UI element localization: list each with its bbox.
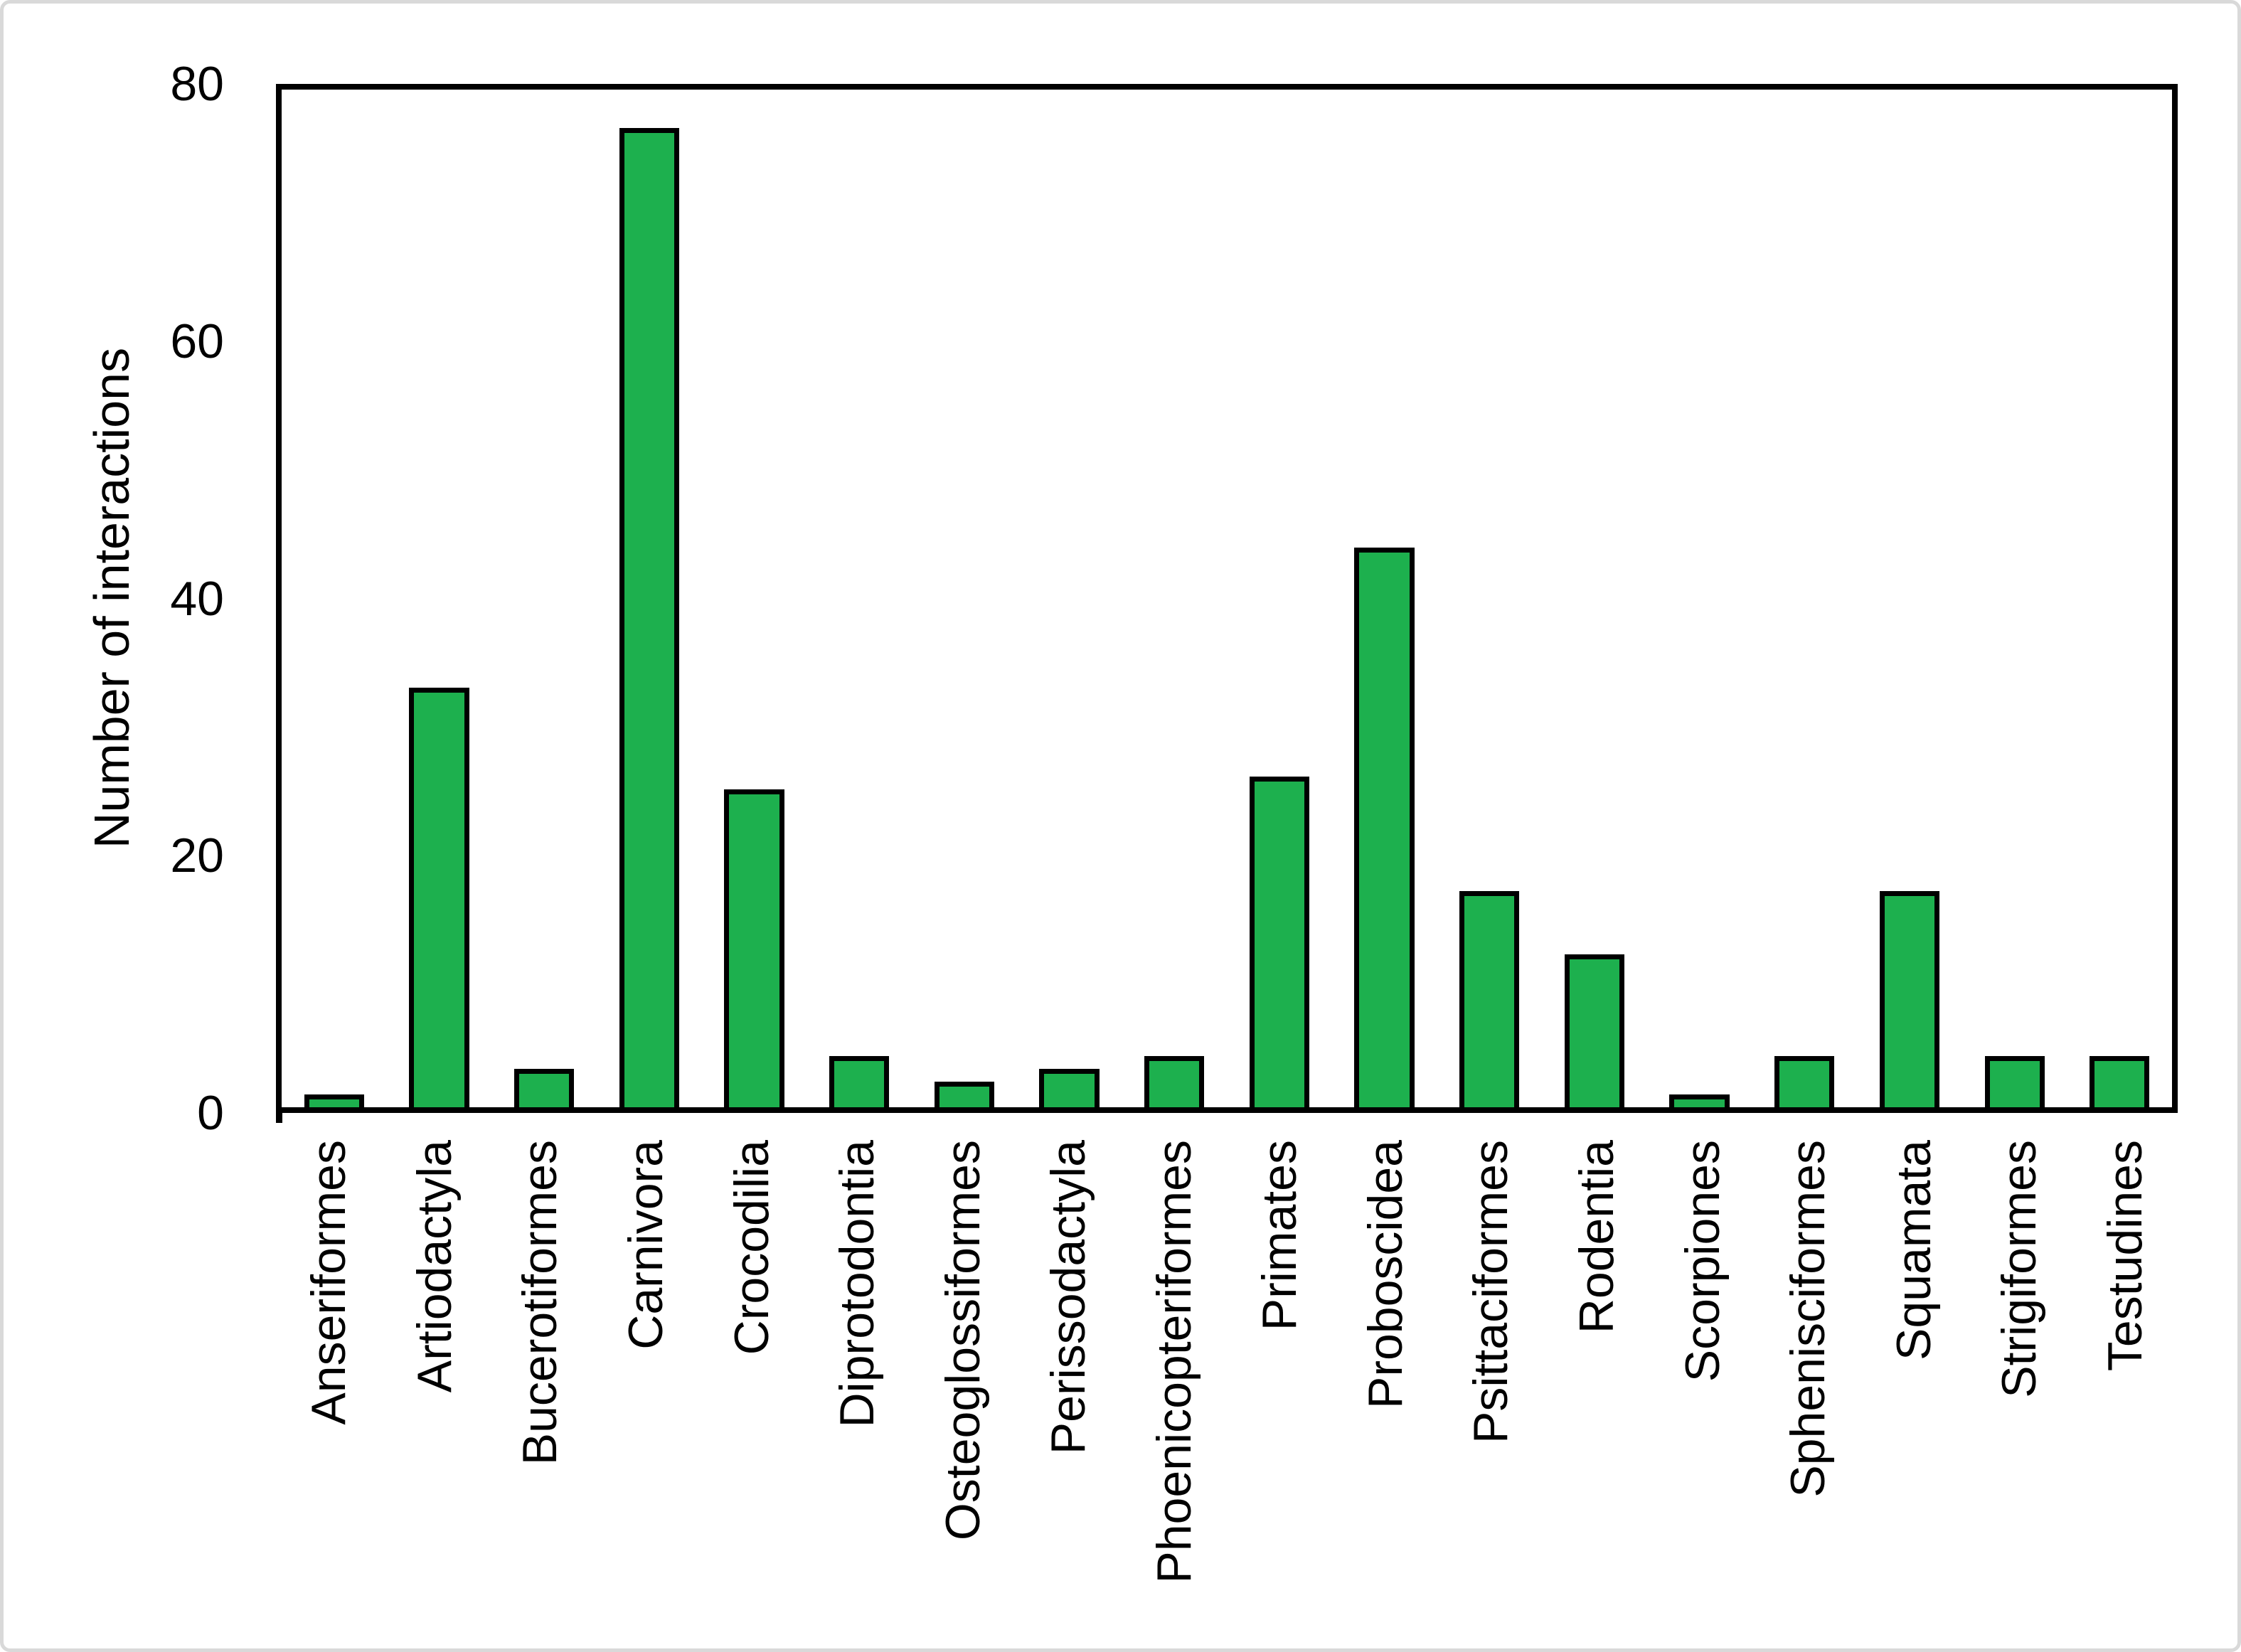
x-label-slot: Rodentia	[1544, 1140, 1650, 1648]
x-label-slot: Osteoglossiformes	[910, 1140, 1016, 1648]
x-label-slot: Crocodilia	[698, 1140, 804, 1648]
x-category-label: Anseriformes	[302, 1140, 356, 1425]
x-label-slot: Primates	[1227, 1140, 1333, 1648]
bar-slot	[1542, 90, 1647, 1107]
x-category-label: Scorpiones	[1675, 1140, 1730, 1382]
bar-slot	[1857, 90, 1962, 1107]
bar-slot	[1122, 90, 1227, 1107]
bar-slot	[807, 90, 912, 1107]
x-category-label: Phoenicopteriformes	[1146, 1140, 1201, 1584]
bar-rodentia	[1564, 954, 1624, 1107]
bar-psittaciformes	[1459, 890, 1520, 1107]
bar-slot	[912, 90, 1017, 1107]
x-category-label: Psittaciformes	[1464, 1140, 1518, 1444]
x-category-label: Crocodilia	[724, 1140, 779, 1355]
x-label-slot: Phoenicopteriformes	[1122, 1140, 1228, 1648]
x-label-slot: Psittaciformes	[1438, 1140, 1544, 1648]
x-category-label: Strigiformes	[1992, 1140, 2047, 1398]
x-category-labels: Anseriformes Artiodactyla Bucerotiformes Ca…	[276, 1140, 2178, 1648]
x-category-label: Proboscidea	[1358, 1140, 1412, 1409]
x-label-slot: Diprotodontia	[804, 1140, 910, 1648]
bar-perissodactyla	[1039, 1069, 1100, 1107]
x-category-label: Squamata	[1886, 1140, 1941, 1360]
bar-slot	[1332, 90, 1437, 1107]
bar-slot	[491, 90, 597, 1107]
bar-slot	[2067, 90, 2172, 1107]
bar-sphenisciformes	[1774, 1056, 1835, 1107]
bar-slot	[282, 90, 387, 1107]
bar-slot	[702, 90, 807, 1107]
x-label-slot: Carnivora	[593, 1140, 699, 1648]
bar-diprotodontia	[829, 1056, 890, 1107]
x-label-slot: Anseriformes	[276, 1140, 382, 1648]
x-label-slot: Scorpiones	[1649, 1140, 1755, 1648]
x-category-label: Carnivora	[618, 1140, 673, 1350]
bar-testudines	[2090, 1056, 2150, 1107]
bars-container	[282, 90, 2172, 1107]
bar-anseriformes	[304, 1094, 364, 1107]
bar-artiodactyla	[409, 687, 469, 1107]
bar-proboscidea	[1354, 547, 1415, 1107]
bar-slot	[1752, 90, 1857, 1107]
bar-phoenicopteriformes	[1144, 1056, 1205, 1107]
x-category-label: Sphenisciformes	[1781, 1140, 1836, 1498]
x-label-slot: Bucerotiformes	[487, 1140, 593, 1648]
bar-slot	[1227, 90, 1332, 1107]
bar-scorpiones	[1669, 1094, 1730, 1107]
plot-area	[276, 84, 2178, 1113]
bar-strigiformes	[1984, 1056, 2045, 1107]
bar-crocodilia	[724, 789, 784, 1107]
x-label-slot: Proboscidea	[1333, 1140, 1439, 1648]
y-tick-label: 40	[170, 571, 224, 626]
y-tick-label: 20	[170, 828, 224, 883]
bar-slot	[1647, 90, 1752, 1107]
bar-osteoglossiformes	[934, 1082, 994, 1107]
bar-slot	[387, 90, 492, 1107]
bar-slot	[1017, 90, 1122, 1107]
x-category-label: Testudines	[2097, 1140, 2152, 1372]
x-label-slot: Perissodactyla	[1016, 1140, 1122, 1648]
x-category-label: Rodentia	[1570, 1140, 1624, 1334]
bar-squamata	[1879, 890, 1939, 1107]
x-label-slot: Squamata	[1861, 1140, 1966, 1648]
x-label-slot: Strigiformes	[1966, 1140, 2072, 1648]
bar-slot	[1437, 90, 1542, 1107]
bar-slot	[597, 90, 702, 1107]
y-tick-label: 60	[170, 314, 224, 368]
bar-primates	[1249, 776, 1309, 1107]
y-tick-label: 0	[197, 1086, 224, 1140]
y-tick-label: 80	[170, 57, 224, 111]
x-label-slot: Artiodactyla	[382, 1140, 488, 1648]
bar-carnivora	[619, 127, 679, 1107]
x-label-slot: Sphenisciformes	[1755, 1140, 1861, 1648]
x-category-label: Primates	[1252, 1140, 1307, 1331]
y-axis-zero-tick	[276, 1107, 282, 1123]
bar-bucerotiformes	[514, 1069, 575, 1107]
x-category-label: Diprotodontia	[830, 1140, 885, 1428]
x-category-label: Artiodactyla	[407, 1140, 462, 1393]
x-category-label: Perissodactyla	[1041, 1140, 1096, 1455]
x-label-slot: Testudines	[2072, 1140, 2178, 1648]
bar-slot	[1962, 90, 2067, 1107]
x-category-label: Osteoglossiformes	[935, 1140, 990, 1541]
x-category-label: Bucerotiformes	[513, 1140, 568, 1466]
